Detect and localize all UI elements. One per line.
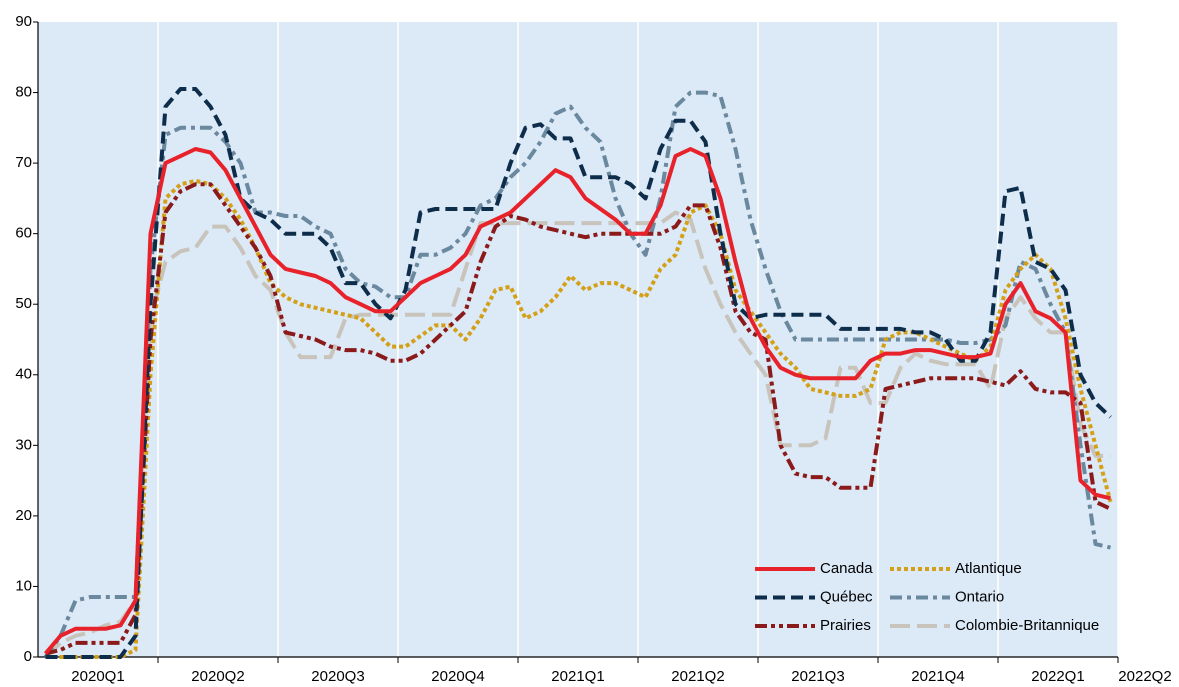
x-tick-label: 2021Q3 (791, 668, 844, 685)
legend-label: Ontario (955, 588, 1004, 605)
y-tick-label: 20 (15, 507, 32, 524)
x-tick-label: 2022Q2 (1118, 668, 1171, 685)
series-line (45, 182, 1112, 656)
x-tick-label: 2021Q1 (551, 668, 604, 685)
y-tick-label: 90 (15, 13, 32, 30)
y-tick-label: 0 (24, 648, 32, 665)
x-tick-label: 2020Q2 (191, 668, 244, 685)
series-line (45, 87, 1112, 659)
y-tick-label: 40 (15, 366, 32, 383)
x-tick-label: 2020Q3 (311, 668, 364, 685)
legend-label: Atlantique (955, 560, 1022, 577)
series-line (45, 178, 1113, 659)
legend-label: Prairies (820, 617, 871, 634)
x-tick-label: 2020Q1 (71, 668, 124, 685)
y-tick-label: 30 (15, 436, 32, 453)
series-line (43, 147, 1111, 655)
legend-label: Québec (820, 588, 873, 605)
y-tick-label: 60 (15, 225, 32, 242)
y-tick-label: 80 (15, 84, 32, 101)
x-tick-label: 2021Q4 (911, 668, 964, 685)
y-tick-label: 50 (15, 295, 32, 312)
x-tick-label: 2020Q4 (431, 668, 484, 685)
legend-label: Canada (820, 560, 873, 577)
x-tick-label: 2021Q2 (671, 668, 724, 685)
series-line (44, 210, 1111, 659)
y-tick-label: 10 (15, 577, 32, 594)
x-tick-label: 2022Q1 (1031, 668, 1084, 685)
y-tick-label: 70 (15, 154, 32, 171)
legend-label: Colombie-Britannique (955, 617, 1099, 634)
